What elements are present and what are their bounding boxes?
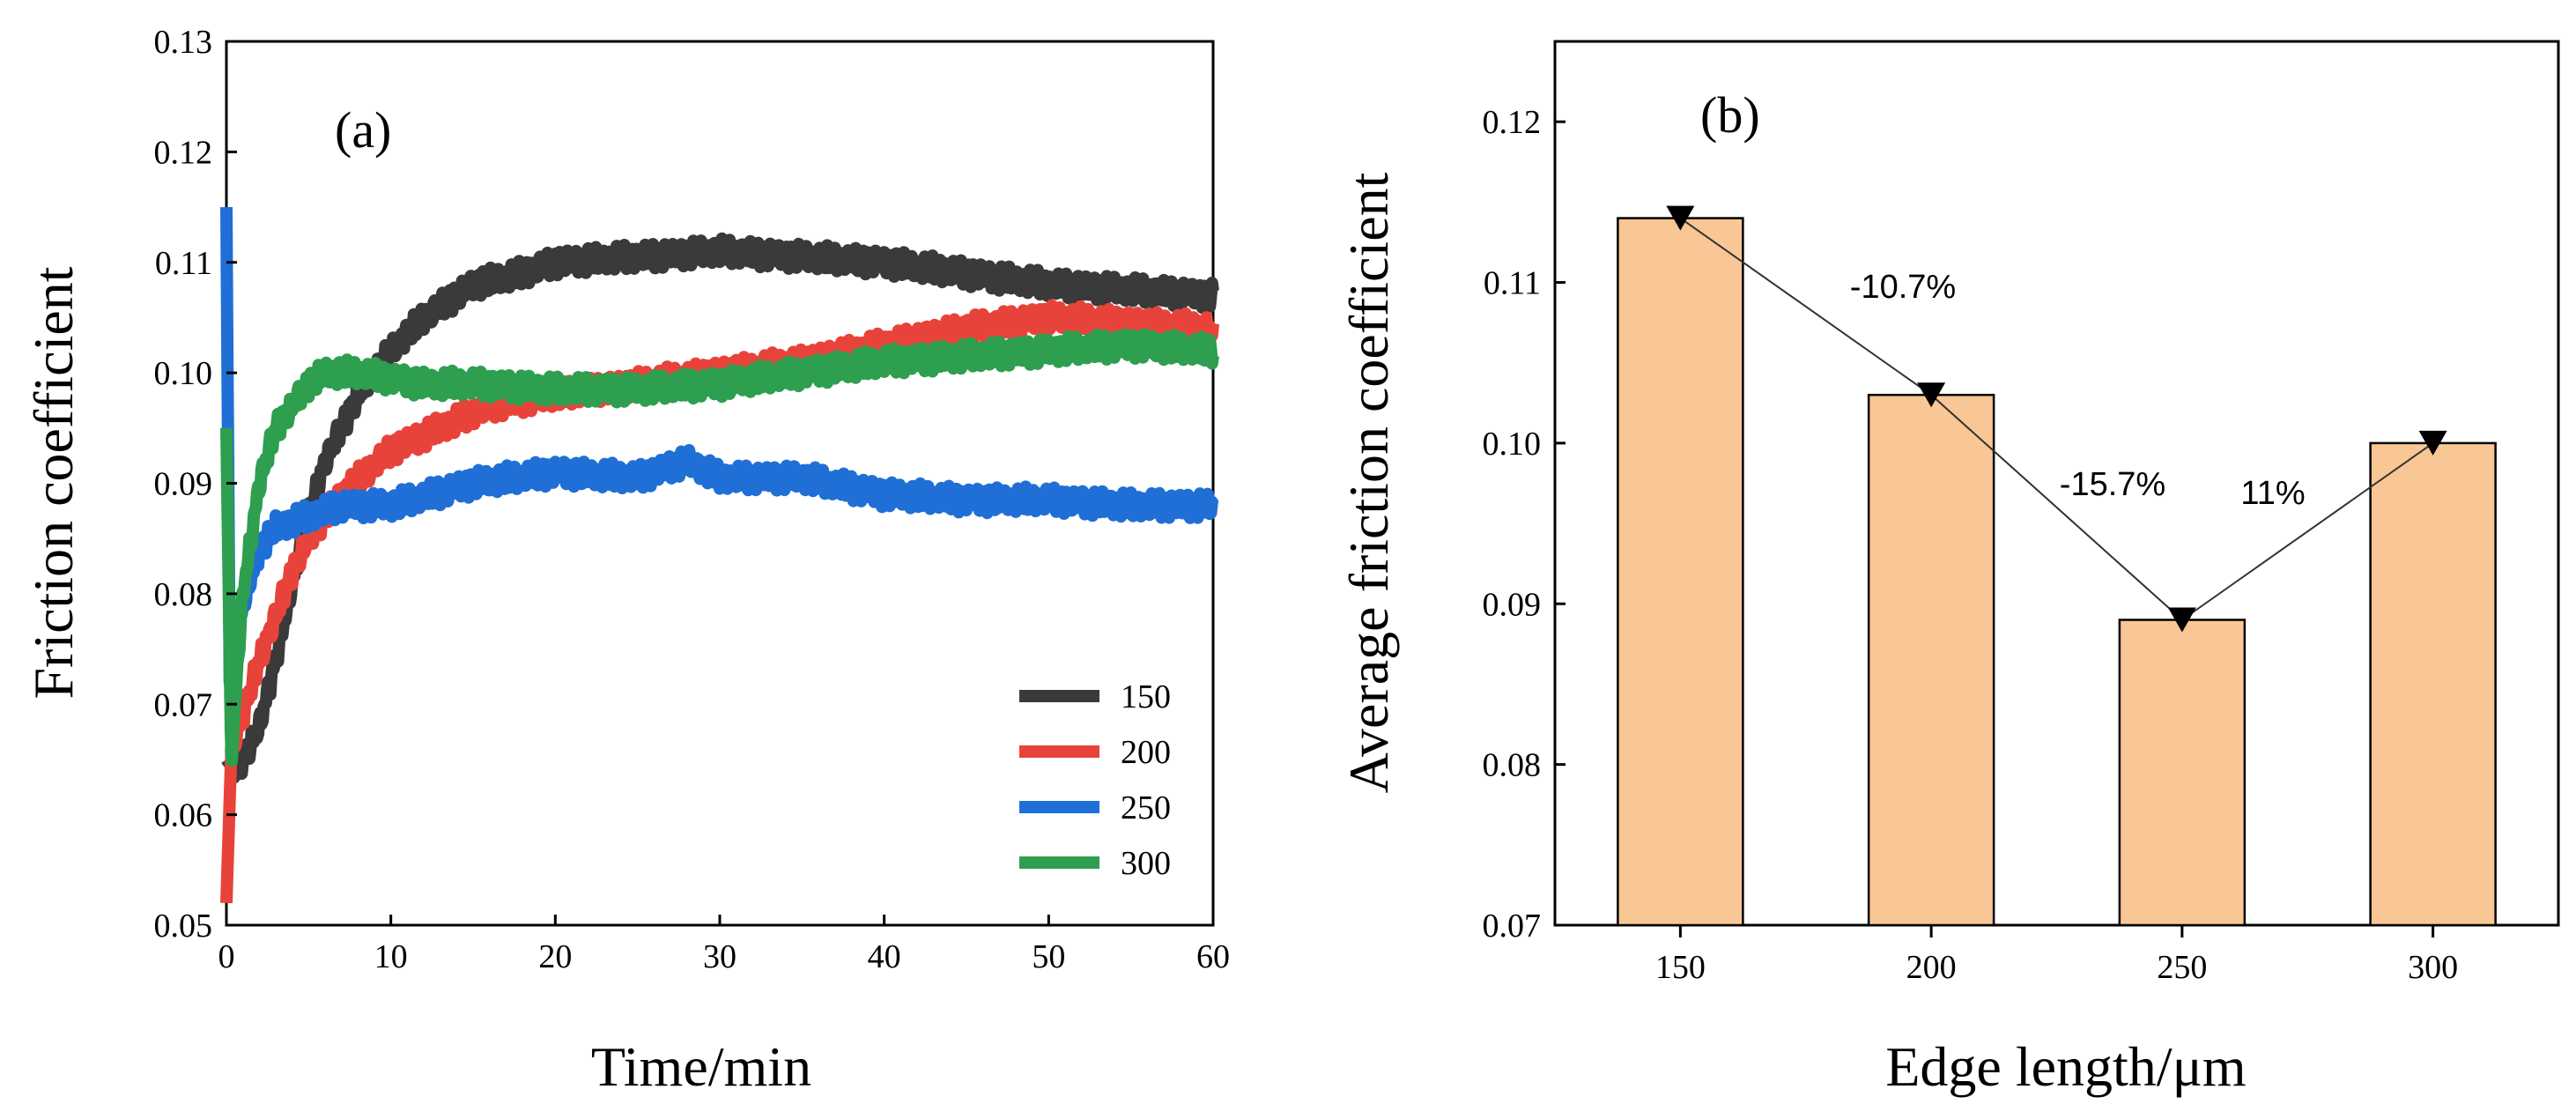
y-tick-label: 0.09 (1483, 586, 1542, 623)
legend-label-150: 150 (1121, 678, 1171, 715)
y-tick-label: 0.06 (154, 797, 213, 834)
line-chart-panel-a: 0 10 20 30 40 50 60 0.050.060.070.080.090.100.… (22, 24, 1230, 1098)
bar-250 (2118, 619, 2247, 927)
x-tick-label: 30 (703, 938, 737, 975)
y-tick-label: 0.11 (155, 245, 212, 282)
bar-200 (1867, 393, 1995, 927)
x-axis-title-a: Time/min (591, 1035, 811, 1098)
annotation-change-3: 11% (2240, 475, 2305, 512)
y-tick-label: 0.08 (1483, 747, 1542, 784)
trend-marker (2418, 430, 2447, 456)
x-tick-label: 60 (1196, 938, 1230, 975)
trend-marker (1917, 382, 1946, 408)
y-tick-label: 0.12 (1483, 104, 1542, 141)
x-ticks-a: 0 10 20 30 40 50 60 (218, 915, 1230, 975)
y-tick-label: 0.07 (1483, 908, 1542, 945)
x-tick-label: 10 (374, 938, 408, 975)
y-ticks-b: 0.07 0.08 0.09 0.10 0.11 0.12 (1483, 104, 1566, 945)
y-axis-title-b: Average friction coefficient (1337, 172, 1400, 793)
y-tick-label: 0.07 (154, 686, 213, 723)
x-ticks-b: 150 200 250 300 (1655, 925, 2458, 986)
series-line-150 (221, 232, 1219, 784)
x-axis-title-b: Edge length/μm (1885, 1035, 2246, 1098)
annotation-change-2: -15.7% (2060, 466, 2165, 503)
series-line-250 (220, 207, 1219, 689)
y-tick-label: 0.10 (1483, 426, 1542, 463)
legend-label-250: 250 (1121, 789, 1171, 826)
legend-label-300: 300 (1121, 845, 1171, 882)
y-tick-label: 0.12 (154, 134, 213, 171)
x-tick-label: 150 (1655, 949, 1706, 986)
bar-300 (2369, 441, 2497, 927)
trend-line (1679, 217, 2434, 621)
plot-frame-b (1553, 40, 2560, 927)
y-tick-label: 0.10 (154, 355, 213, 392)
legend-a: 150 200 250 300 (1019, 678, 1171, 882)
y-tick-label: 0.13 (154, 24, 213, 61)
y-ticks-a: 0.05 0.06 0.07 0.08 0.09 0.10 0.11 0.12 0.13 (154, 24, 237, 945)
bar-150 (1617, 217, 1744, 927)
x-tick-label: 0 (218, 938, 235, 975)
x-tick-label: 300 (2408, 949, 2458, 986)
series-group-a (220, 207, 1219, 904)
x-tick-label: 200 (1906, 949, 1957, 986)
legend-label-200: 200 (1121, 734, 1171, 771)
x-tick-label: 250 (2157, 949, 2207, 986)
series-line-300 (220, 328, 1219, 767)
bars-b (1617, 217, 2497, 927)
y-tick-label: 0.08 (154, 576, 213, 613)
y-axis-title-a: Friction coefficient (22, 266, 85, 699)
trend-line-b (1666, 205, 2447, 633)
annotation-change-1: -10.7% (1850, 269, 1956, 306)
bar-chart-panel-b: 150 200 250 300 0.07 0.08 0.09 0.10 0.11 0.12 (b… (1337, 40, 2560, 1098)
y-tick-label: 0.09 (154, 466, 213, 503)
y-tick-label: 0.05 (154, 908, 213, 945)
panel-label-a: (a) (335, 101, 391, 159)
x-tick-label: 50 (1032, 938, 1065, 975)
x-tick-label: 40 (868, 938, 901, 975)
trend-marker (1666, 205, 1695, 231)
x-tick-label: 20 (538, 938, 572, 975)
y-tick-label: 0.11 (1484, 265, 1541, 302)
trend-marker (2167, 607, 2196, 633)
panel-label-b: (b) (1700, 86, 1760, 144)
